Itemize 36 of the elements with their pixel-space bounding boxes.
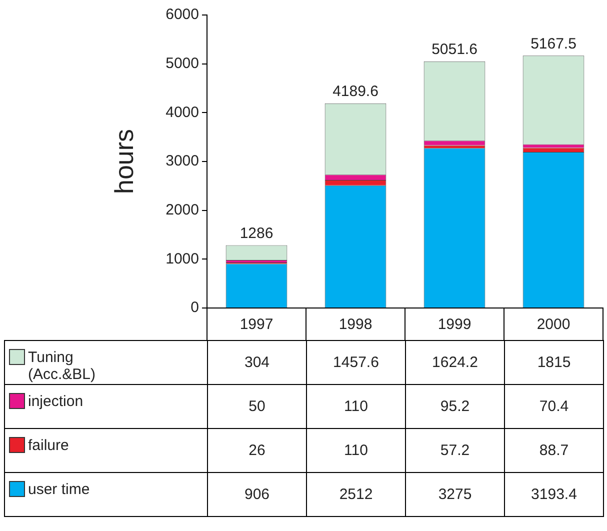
data-label: 95.2 [406,384,504,428]
data-label: 26 [208,428,306,472]
y-axis-title: hours [108,128,139,194]
data-label: 50 [208,384,306,428]
data-label: 1457.6 [306,340,406,384]
total-label: 5051.6 [432,40,478,58]
data-label: 3275 [406,472,504,516]
legend-label: failure [28,437,69,454]
data-label: 2512 [306,472,406,516]
x-tick-label: 1999 [438,316,472,334]
data-label: 110 [306,384,406,428]
total-label: 4189.6 [332,83,378,100]
data-label: 70.4 [504,384,604,428]
y-tick-label: 6000 [166,6,199,24]
y-tick-label: 1000 [166,250,199,268]
x-tick-label: 2000 [536,316,570,334]
data-label: 3193.4 [504,472,604,516]
data-label: 88.7 [504,428,604,472]
y-tick-label: 2000 [166,201,199,218]
total-label: 1286 [240,224,274,242]
x-tick-label: 1998 [338,316,372,334]
data-label: 1624.2 [406,340,504,384]
data-label: 110 [306,428,406,472]
legend-label: injection [28,393,84,410]
data-label: 57.2 [406,428,504,472]
data-label: 1815 [504,340,604,384]
legend-label: Tuning (Acc.&BL) [28,349,97,383]
x-tick-label: 1997 [240,316,274,334]
y-tick-label: 0 [190,299,199,316]
y-tick-label: 4000 [166,104,199,121]
legend-label: user time [28,481,90,498]
data-label: 304 [208,340,306,384]
y-tick-label: 3000 [166,152,199,170]
total-label: 5167.5 [530,35,576,52]
data-label: 906 [208,472,306,516]
y-tick-label: 5000 [166,54,199,72]
